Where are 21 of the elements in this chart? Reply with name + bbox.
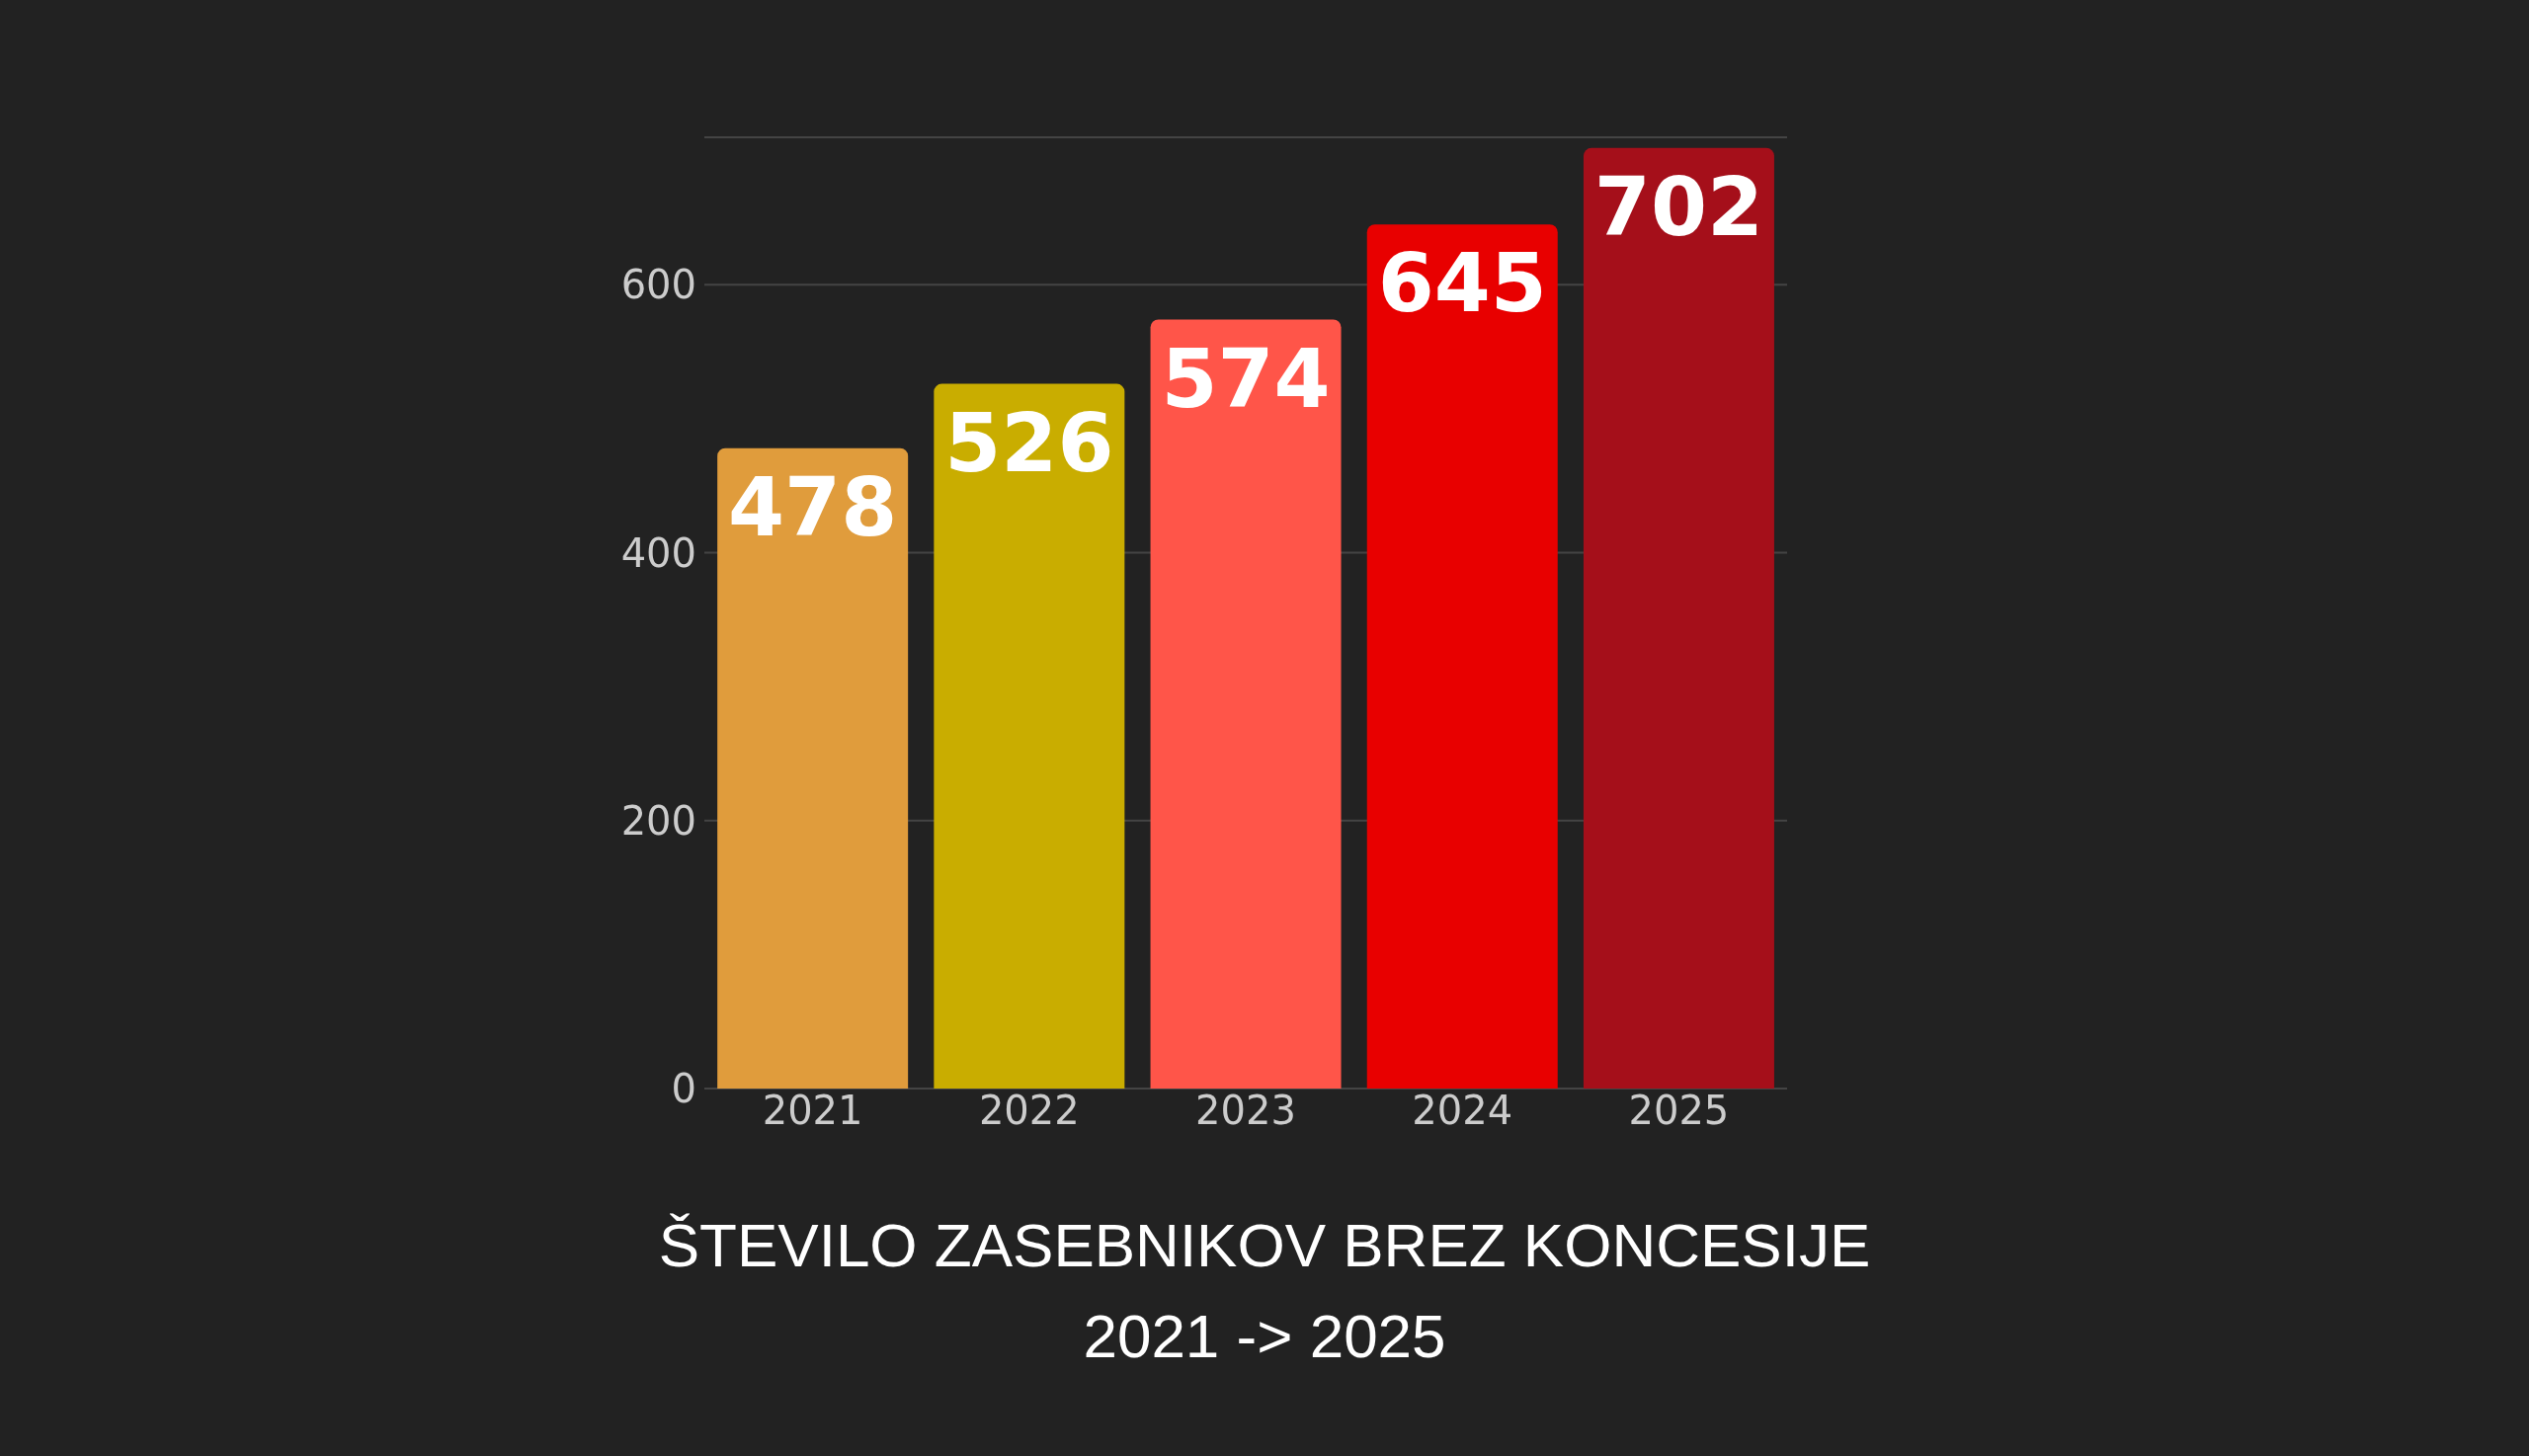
x-tick-label: 2022 <box>978 1088 1080 1134</box>
y-tick-label: 0 <box>671 1066 696 1112</box>
x-tick-label: 2023 <box>1195 1088 1296 1134</box>
y-tick-label: 400 <box>620 529 696 576</box>
bar <box>1583 147 1774 1089</box>
data-label: 478 <box>728 459 898 554</box>
text: 2021 -> 2025 <box>1082 1301 1447 1372</box>
bar <box>934 383 1125 1089</box>
x-tick-label: 2024 <box>1412 1088 1513 1134</box>
data-label: 526 <box>944 395 1114 490</box>
y-tick-label: 200 <box>620 797 696 844</box>
text: ŠTEVILO ZASEBNIKOV BREZ KONCESIJE <box>657 1210 1872 1281</box>
x-tick-label: 2021 <box>762 1088 863 1134</box>
bar <box>1150 319 1342 1089</box>
x-tick-label: 2025 <box>1628 1088 1730 1134</box>
bar <box>717 447 909 1089</box>
y-tick-label: 600 <box>620 262 696 308</box>
data-label: 702 <box>1593 160 1764 255</box>
bar <box>1366 224 1558 1089</box>
data-label: 645 <box>1377 236 1547 331</box>
data-label: 574 <box>1161 331 1331 426</box>
